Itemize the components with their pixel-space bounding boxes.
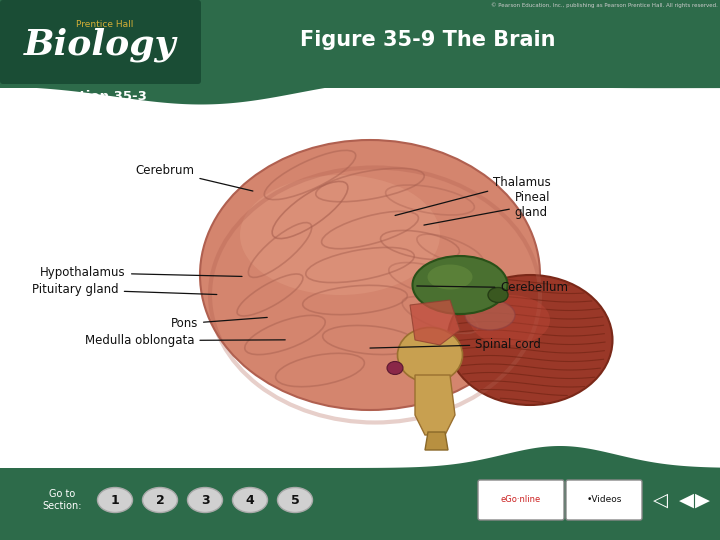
Text: 4: 4 bbox=[246, 494, 254, 507]
Text: Pituitary gland: Pituitary gland bbox=[32, 283, 217, 296]
Ellipse shape bbox=[428, 265, 472, 289]
Polygon shape bbox=[410, 300, 460, 345]
Text: 2: 2 bbox=[156, 494, 164, 507]
Ellipse shape bbox=[97, 488, 132, 512]
Text: ▶: ▶ bbox=[695, 490, 709, 510]
Text: Go to
Section:: Go to Section: bbox=[42, 489, 82, 511]
Text: Prentice Hall: Prentice Hall bbox=[76, 20, 134, 29]
Text: Medulla oblongata: Medulla oblongata bbox=[85, 334, 285, 347]
Ellipse shape bbox=[470, 295, 550, 345]
Ellipse shape bbox=[200, 140, 540, 410]
Bar bbox=[0, 0, 720, 88]
Text: Thalamus: Thalamus bbox=[395, 176, 551, 215]
Ellipse shape bbox=[240, 175, 440, 295]
Ellipse shape bbox=[488, 287, 508, 302]
Text: ◁: ◁ bbox=[652, 490, 667, 510]
Ellipse shape bbox=[277, 488, 312, 512]
Text: Spinal cord: Spinal cord bbox=[370, 338, 541, 351]
Polygon shape bbox=[0, 83, 720, 105]
Ellipse shape bbox=[143, 488, 178, 512]
Ellipse shape bbox=[233, 488, 268, 512]
Text: ◀: ◀ bbox=[678, 490, 693, 510]
Text: Pineal
gland: Pineal gland bbox=[424, 191, 550, 225]
Text: 5: 5 bbox=[291, 494, 300, 507]
FancyBboxPatch shape bbox=[0, 0, 201, 84]
Ellipse shape bbox=[187, 488, 222, 512]
Ellipse shape bbox=[387, 361, 403, 375]
Text: Section 35-3: Section 35-3 bbox=[53, 90, 147, 103]
Ellipse shape bbox=[397, 327, 462, 382]
Text: Figure 35-9 The Brain: Figure 35-9 The Brain bbox=[300, 30, 556, 50]
Text: eGo·nline: eGo·nline bbox=[501, 496, 541, 504]
Text: Hypothalamus: Hypothalamus bbox=[40, 266, 242, 279]
Ellipse shape bbox=[465, 300, 515, 330]
Text: Cerebellum: Cerebellum bbox=[417, 281, 568, 294]
Text: © Pearson Education, Inc., publishing as Pearson Prentice Hall. All rights reser: © Pearson Education, Inc., publishing as… bbox=[491, 2, 718, 8]
FancyBboxPatch shape bbox=[478, 480, 564, 520]
Text: •Videos: •Videos bbox=[586, 496, 621, 504]
Bar bbox=[0, 468, 720, 540]
Polygon shape bbox=[0, 446, 720, 468]
Text: 1: 1 bbox=[111, 494, 120, 507]
Polygon shape bbox=[415, 375, 455, 435]
Polygon shape bbox=[425, 432, 448, 450]
Text: 3: 3 bbox=[201, 494, 210, 507]
Ellipse shape bbox=[413, 256, 508, 314]
Text: Cerebrum: Cerebrum bbox=[135, 164, 253, 191]
Ellipse shape bbox=[448, 275, 613, 405]
FancyBboxPatch shape bbox=[566, 480, 642, 520]
Text: Biology: Biology bbox=[24, 28, 176, 63]
Text: Pons: Pons bbox=[171, 317, 267, 330]
